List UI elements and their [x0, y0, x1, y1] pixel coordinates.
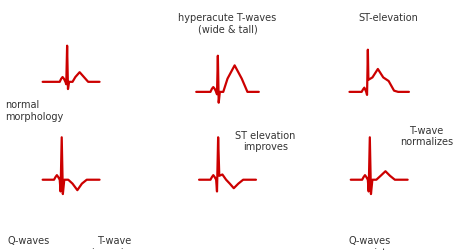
- Text: T-wave
inversion: T-wave inversion: [91, 235, 136, 250]
- Text: ST-elevation: ST-elevation: [359, 12, 419, 22]
- Text: normal
morphology: normal morphology: [5, 100, 63, 122]
- Text: ST elevation
improves: ST elevation improves: [235, 130, 296, 152]
- Text: Q-waves: Q-waves: [7, 235, 50, 245]
- Text: Q-waves
persist: Q-waves persist: [348, 235, 391, 250]
- Text: T-wave
normalizes: T-wave normalizes: [400, 125, 453, 146]
- Text: hyperacute T-waves
(wide & tall): hyperacute T-waves (wide & tall): [178, 12, 277, 34]
